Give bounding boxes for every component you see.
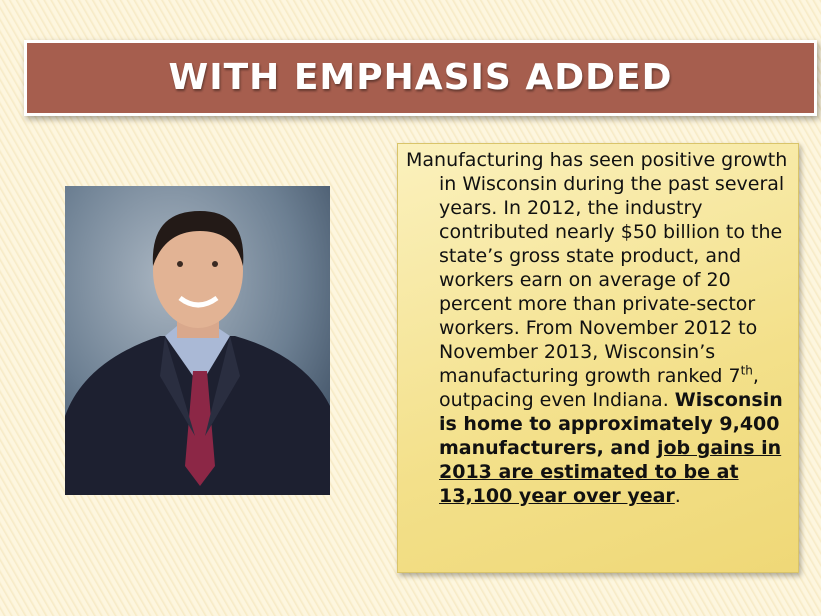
body-text-plain: Manufacturing has seen positive growth i… (406, 149, 788, 387)
title-banner: WITH EMPHASIS ADDED (24, 40, 817, 116)
bold-underlined-text: job gains in 2013 are estimated to be at… (439, 437, 782, 507)
body-text: Manufacturing has seen positive growth i… (406, 148, 790, 508)
slide-title: WITH EMPHASIS ADDED (168, 57, 673, 98)
text-box: Manufacturing has seen positive growth i… (397, 143, 799, 573)
superscript: th (740, 363, 753, 378)
body-text-plain: . (674, 485, 681, 507)
portrait-photo (65, 186, 330, 495)
bold-text: Wisconsin is home to approximately 9,400… (439, 389, 783, 459)
body-text-plain: , outpacing even Indiana. (439, 365, 759, 411)
